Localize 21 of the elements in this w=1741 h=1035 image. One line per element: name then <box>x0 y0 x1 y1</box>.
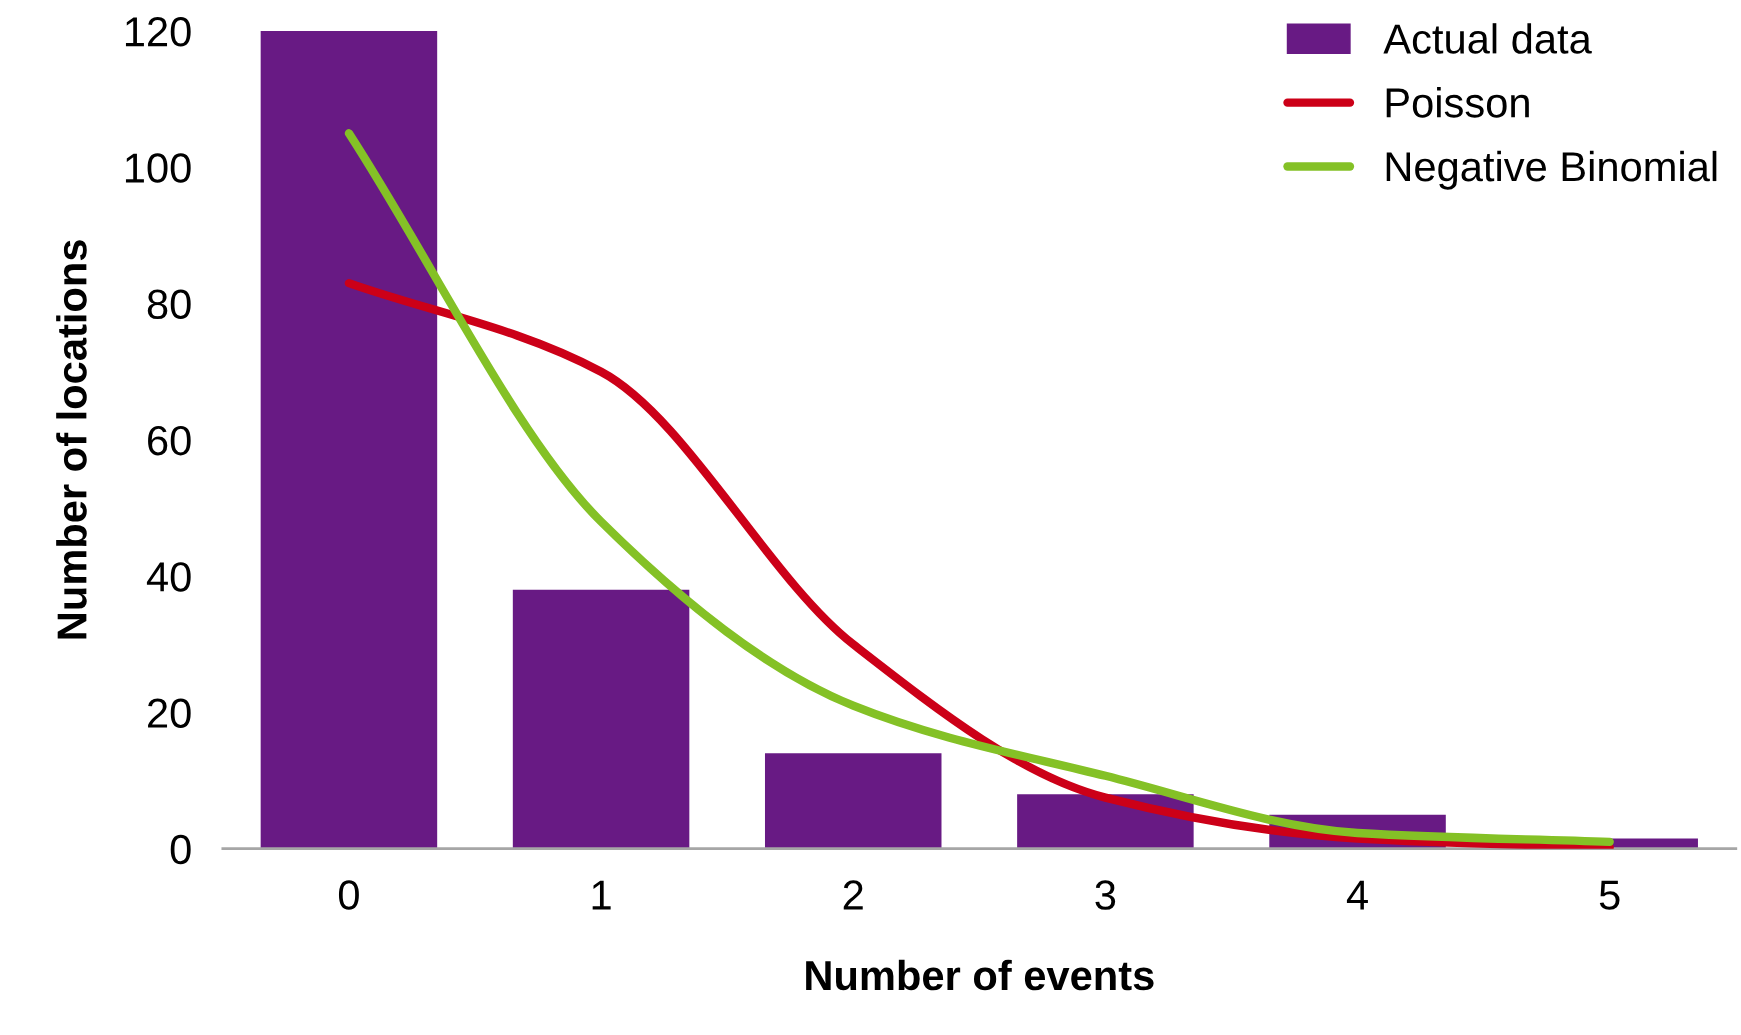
x-tick-label: 1 <box>592 880 611 910</box>
legend-label: Negative Binomial <box>1386 150 1717 190</box>
x-tick-label: 4 <box>1346 880 1368 910</box>
bar <box>512 589 690 849</box>
bar <box>764 753 942 849</box>
legend-label: Poisson <box>1386 87 1529 118</box>
y-tick-label: 100 <box>125 153 191 183</box>
y-tick-label: 60 <box>148 425 191 456</box>
y-tick-label: 80 <box>147 289 191 320</box>
x-tick-label: 2 <box>843 880 863 910</box>
x-tick-label: 5 <box>1599 880 1620 910</box>
legend-label: Actual data <box>1383 23 1592 54</box>
x-tick-label: 0 <box>338 880 359 910</box>
y-axis-title: Number of locations <box>56 240 87 639</box>
bar <box>260 31 438 849</box>
y-tick-label: 40 <box>146 562 191 592</box>
y-tick-label: 120 <box>125 17 191 47</box>
x-axis-title: Number of events <box>806 959 1154 991</box>
y-tick-label: 20 <box>148 698 191 728</box>
x-tick-label: 3 <box>1095 880 1116 910</box>
y-tick-label: 0 <box>170 834 191 865</box>
